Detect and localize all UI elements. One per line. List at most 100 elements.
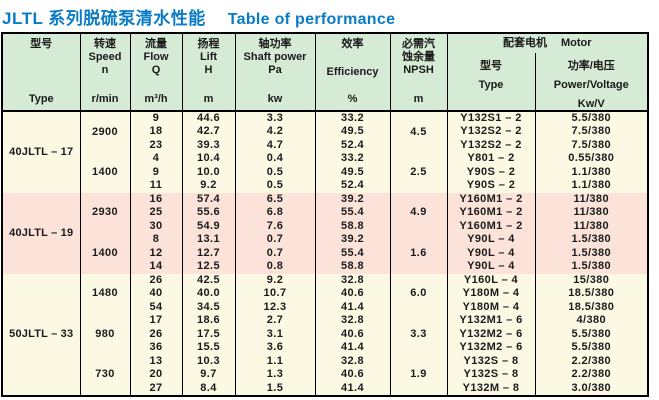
cell-lift: 9.7: [182, 368, 236, 382]
cell-efficiency: 55.4: [315, 246, 391, 260]
col-header-shaft-power-symbol: Pa: [268, 64, 282, 76]
col-header-motor-zh: 配套电机: [502, 37, 547, 49]
col-header-efficiency: 效率 Efficiency %: [315, 33, 391, 112]
cell-efficiency: 49.5: [315, 165, 391, 179]
cell-shaft-power: 3.1: [235, 327, 316, 341]
col-header-efficiency-zh: 效率: [341, 38, 364, 50]
cell-motor-type: Y132M1 – 6: [447, 314, 536, 328]
col-header-motor-type-zh: 型号: [480, 59, 502, 72]
cell-power-voltage: 11/380: [535, 206, 649, 220]
cell-flow: 11: [130, 179, 183, 193]
cell-lift: 9.2: [182, 179, 236, 193]
col-header-speed-unit: r/min: [91, 93, 119, 105]
table-row: 18 42.7 4.2 49.5 Y132S2 – 2 7.5/380: [2, 125, 649, 139]
table-row: 20 9.7 1.3 40.6 Y132S – 8 2.2/380: [2, 368, 649, 382]
cell-motor-type: Y180M – 4: [447, 287, 536, 301]
cell-flow: 36: [130, 341, 183, 355]
cell-flow: 20: [130, 368, 183, 382]
cell-power-voltage: 11/380: [535, 219, 649, 233]
cell-npsh: 3.3: [390, 314, 448, 355]
cell-npsh: 1.9: [390, 354, 448, 396]
cell-efficiency: 32.8: [315, 273, 391, 287]
cell-speed: 1400: [80, 152, 131, 193]
table-row: 26 17.5 3.1 40.6 Y132M2 – 6 5.5/380: [2, 327, 649, 341]
col-header-motor-pv-unit: Kw/V: [577, 97, 605, 110]
cell-power-voltage: 18.5/380: [535, 287, 649, 301]
cell-motor-type: Y132S2 – 2: [447, 125, 536, 139]
cell-motor-type: Y132S – 8: [447, 354, 536, 368]
cell-flow: 14: [130, 260, 183, 274]
table-row: 23 39.3 4.7 52.4 Y132S2 – 2 7.5/380: [2, 138, 649, 152]
cell-power-voltage: 2.2/380: [535, 354, 649, 368]
cell-power-voltage: 4/380: [535, 314, 649, 328]
cell-npsh: 2.5: [390, 152, 448, 193]
cell-motor-type: Y132S – 8: [447, 368, 536, 382]
cell-efficiency: 33.2: [315, 152, 391, 166]
cell-lift: 10.4: [182, 152, 236, 166]
performance-table: 型号 Type 转速 Speed n r/min: [1, 32, 650, 397]
cell-power-voltage: 7.5/380: [535, 138, 649, 152]
col-header-flow-symbol: Q: [151, 64, 161, 76]
cell-motor-type: Y180M – 4: [447, 300, 536, 314]
cell-motor-type: Y132M – 8: [447, 381, 536, 396]
cell-efficiency: 32.8: [315, 314, 391, 328]
page-title-en: Table of performance: [227, 11, 396, 28]
col-header-motor-type-en: Type: [478, 78, 504, 91]
cell-shaft-power: 0.5: [235, 165, 316, 179]
cell-pump-type: 50JLTL – 33: [2, 273, 81, 396]
cell-motor-type: Y90L – 4: [447, 233, 536, 247]
cell-motor-type: Y132M2 – 6: [447, 327, 536, 341]
table-row: 12 12.7 0.7 55.4 Y90L – 4 1.5/380: [2, 246, 649, 260]
col-header-lift: 扬程 Lift H m: [182, 33, 236, 112]
cell-lift: 54.9: [182, 219, 236, 233]
col-header-shaft-power: 轴功率 Shaft power Pa kw: [235, 33, 316, 112]
cell-flow: 9: [130, 165, 183, 179]
cell-flow: 25: [130, 206, 183, 220]
cell-power-voltage: 7.5/380: [535, 125, 649, 139]
cell-lift: 13.1: [182, 233, 236, 247]
cell-pump-type: 40JLTL – 17: [2, 111, 81, 193]
cell-motor-type: Y160M1 – 2: [447, 219, 536, 233]
cell-motor-type: Y132S1 – 2: [447, 111, 536, 125]
cell-motor-type: Y132M2 – 6: [447, 341, 536, 355]
table-row: 40 40.0 10.7 40.6 Y180M – 4 18.5/380: [2, 287, 649, 301]
cell-efficiency: 58.8: [315, 219, 391, 233]
cell-efficiency: 41.4: [315, 300, 391, 314]
cell-speed: 980: [80, 314, 131, 355]
cell-flow: 4: [130, 152, 183, 166]
table-row: 36 15.5 3.6 41.4 Y132M2 – 6 5.5/380: [2, 341, 649, 355]
col-header-shaft-power-unit: kw: [267, 93, 283, 105]
cell-power-voltage: 2.2/380: [535, 368, 649, 382]
cell-motor-type: Y160M1 – 2: [447, 192, 536, 206]
col-header-motor-type: 型号 Type: [447, 53, 536, 112]
cell-motor-type: Y801 – 2: [447, 152, 536, 166]
table-row: 50JLTL – 33 1480 26 42.5 9.2 32.8 6.0 Y160L – 4…: [2, 273, 649, 396]
col-header-speed-en: Speed: [88, 51, 122, 63]
cell-power-voltage: 1.1/380: [535, 165, 649, 179]
cell-shaft-power: 0.5: [235, 179, 316, 193]
cell-lift: 44.6: [182, 111, 236, 125]
cell-motor-type: Y160M1 – 2: [447, 206, 536, 220]
cell-lift: 18.6: [182, 314, 236, 328]
col-header-flow-unit: m³/h: [144, 93, 168, 105]
cell-flow: 12: [130, 246, 183, 260]
cell-lift: 42.7: [182, 125, 236, 139]
cell-lift: 8.4: [182, 381, 236, 396]
col-header-motor-power-voltage: 功率/电压 Power/Voltage Kw/V: [535, 53, 649, 112]
cell-shaft-power: 1.1: [235, 354, 316, 368]
cell-speed: 1400: [80, 233, 131, 274]
cell-lift: 42.5: [182, 273, 236, 287]
col-header-npsh-unit: m: [413, 93, 424, 105]
table-row: 54 34.5 12.3 41.4 Y180M – 4 18.5/380: [2, 300, 649, 314]
cell-speed: 1480: [80, 273, 131, 314]
cell-flow: 40: [130, 287, 183, 301]
cell-power-voltage: 0.55/380: [535, 152, 649, 166]
cell-shaft-power: 2.7: [235, 314, 316, 328]
cell-lift: 17.5: [182, 327, 236, 341]
table-row: 27 8.4 1.5 41.4 Y132M – 8 3.0/380: [2, 381, 649, 396]
col-header-speed-zh: 转速: [93, 38, 116, 50]
cell-flow: 13: [130, 354, 183, 368]
cell-speed: 2930: [80, 192, 131, 233]
cell-power-voltage: 5.5/380: [535, 327, 649, 341]
